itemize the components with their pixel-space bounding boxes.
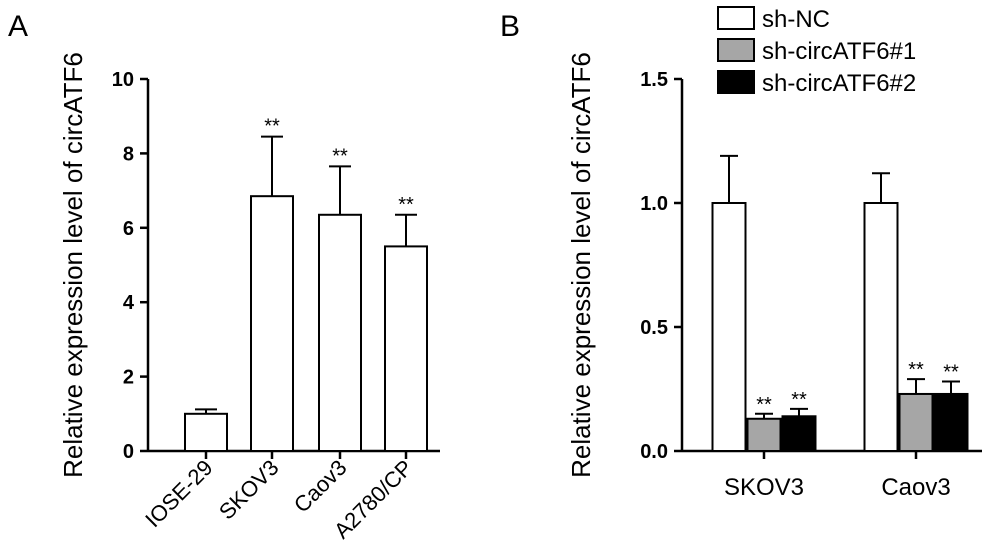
panel-a-x-tick-label: IOSE-29 [140,455,217,532]
panel-a-bar-caov3 [318,213,362,452]
panel-a-x-tick-label: Caov3 [289,455,352,518]
panel-a-bar-iose-29 [184,412,228,452]
legend-swatch-sh-circatf6-1 [717,38,755,62]
panel-b-bar-skov3-sh-circatf6-1 [746,417,782,453]
legend-label-sh-circatf6-1: sh-circATF6#1 [762,38,916,65]
panel-b-significance: ** [908,359,924,381]
panel-a-y-tick-label: 10 [112,69,134,91]
panel-b-y-tick-label: 1.0 [640,193,668,215]
legend: sh-NC sh-circATF6#1 sh-circATF6#2 [717,6,916,97]
panel-a-y-tick-label: 4 [123,292,135,314]
panel-a-significance: ** [264,116,280,138]
panel-b-bar-skov3-sh-circatf6-2 [781,415,817,452]
panel-b-significance: ** [791,389,807,411]
panel-b-bar-caov3-sh-nc [863,202,899,452]
panel-b-significance: ** [943,362,959,384]
panel-a-bar-a2780-cp [384,245,428,452]
legend-label-sh-circatf6-2: sh-circATF6#2 [762,70,916,97]
panel-a-y-tick-label: 6 [123,218,134,240]
panel-b-y-tick-label: 1.5 [640,69,668,91]
panel-b-chart: 0.0 0.5 1.0 1.5 ** ** SKOV3 ** ** Caov3 [640,69,982,501]
panel-b-bar-caov3-sh-circatf6-2 [933,392,969,452]
panel-b-x-tick-label: Caov3 [881,474,950,501]
panel-a-y-tick-label: 8 [123,143,134,165]
panel-a-significance: ** [398,194,414,216]
panel-b-letter: B [500,10,520,43]
panel-a-significance: ** [332,145,348,167]
panel-b-significance: ** [756,394,772,416]
panel-a-letter: A [8,10,28,43]
legend-swatch-sh-circatf6-2 [717,70,755,94]
panel-a-y-tick-label: 2 [123,367,134,389]
panel-b-y-tick-label: 0.5 [640,317,668,339]
panel-b-y-tick-label: 0.0 [640,441,668,463]
panel-a-x-tick-label: SKOV3 [214,455,284,525]
panel-a-ylabel: Relative expression level of circATF6 [58,52,88,478]
panel-b-bar-skov3-sh-nc [711,202,747,452]
panel-a-y-tick-label: 0 [123,441,134,463]
legend-swatch-sh-nc [717,6,755,30]
panel-b-ylabel: Relative expression level of circATF6 [566,52,596,478]
panel-b-x-tick-label: SKOV3 [724,474,804,501]
panel-b-bar-caov3-sh-circatf6-1 [898,392,934,452]
panel-a-bar-skov3 [250,195,294,452]
legend-label-sh-nc: sh-NC [762,6,830,33]
